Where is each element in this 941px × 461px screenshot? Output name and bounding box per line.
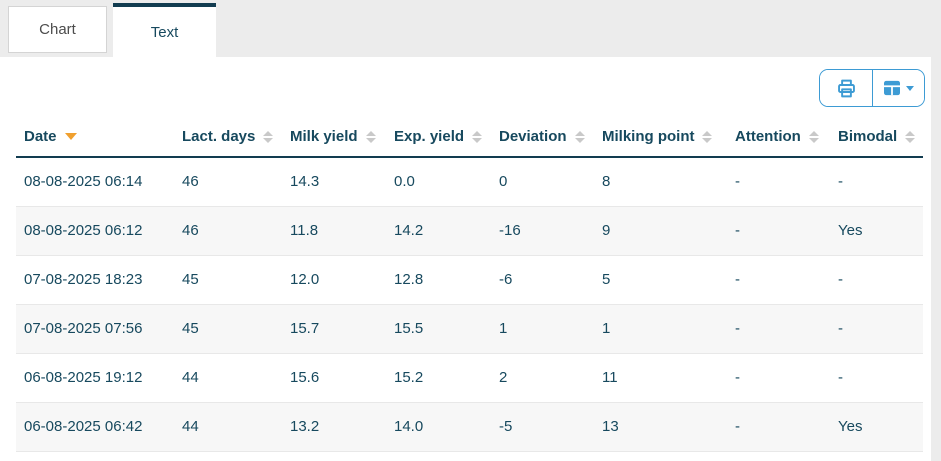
table-cell: 0.0 [386, 157, 491, 207]
table-cell: Yes [830, 206, 923, 256]
table-row: 08-08-2025 06:14 46 14.3 0.0 0 8- - [16, 157, 923, 207]
table-cell: - [830, 255, 923, 305]
table-cell: 46 [174, 206, 282, 256]
table-cell: 06-08-2025 19:12 [16, 353, 174, 403]
table-cell: 0 [491, 157, 594, 207]
table-cell: 2 [491, 353, 594, 403]
column-label: Date [24, 128, 57, 145]
table-cell: 14.2 [386, 206, 491, 256]
column-label: Milk yield [290, 128, 358, 145]
sort-icon [905, 130, 916, 143]
table-cell: 44 [174, 353, 282, 403]
table-cell: 1 [491, 304, 594, 354]
table-row: 07-08-2025 18:23 45 12.0 12.8 -6 5- - [16, 255, 923, 305]
tab-text[interactable]: Text [113, 3, 216, 57]
table-cell: - [727, 402, 830, 452]
column-header-bimodal[interactable]: Bimodal [830, 117, 923, 158]
table-cell: 15.6 [282, 353, 386, 403]
column-label: Lact. days [182, 128, 256, 145]
content-panel: Date Lact. days Milk yield Exp. yield Deviat… [0, 57, 931, 461]
table-cell: 44 [174, 402, 282, 452]
tab-bar: Chart Text [0, 0, 941, 57]
table-row: 07-08-2025 07:56 45 15.7 15.5 1 1- - [16, 304, 923, 354]
chevron-down-icon [906, 85, 914, 91]
table-cell: 1 [594, 304, 727, 354]
table-cell: 13.2 [282, 402, 386, 452]
table-cell: - [727, 157, 830, 207]
tab-chart[interactable]: Chart [8, 6, 107, 53]
column-label: Milking point [602, 128, 695, 145]
column-header-milking-point[interactable]: Milking point [594, 117, 727, 158]
toolbar [0, 57, 931, 117]
table-cell: 45 [174, 304, 282, 354]
table-cell: 8 [594, 157, 727, 207]
table-cell: 15.7 [282, 304, 386, 354]
table-cell: -16 [491, 206, 594, 256]
table-cell: 15.2 [386, 353, 491, 403]
table-cell: - [727, 206, 830, 256]
table-cell: - [830, 157, 923, 207]
table-cell: 5 [594, 255, 727, 305]
table-cell: 07-08-2025 18:23 [16, 255, 174, 305]
table-cell: 14.0 [386, 402, 491, 452]
print-button[interactable] [820, 70, 872, 106]
table-header: Date Lact. days Milk yield Exp. yield Deviat… [16, 117, 923, 158]
table-cell: - [830, 304, 923, 354]
column-header-lact-days[interactable]: Lact. days [174, 117, 282, 158]
table-cell: - [830, 353, 923, 403]
column-header-exp-yield[interactable]: Exp. yield [386, 117, 491, 158]
table-cell: 07-08-2025 07:56 [16, 304, 174, 354]
toolbar-button-group [819, 69, 925, 107]
column-label: Exp. yield [394, 128, 465, 145]
table-cell: 12.0 [282, 255, 386, 305]
column-label: Attention [735, 128, 801, 145]
table-cell: 15.5 [386, 304, 491, 354]
tab-chart-label: Chart [39, 21, 76, 38]
table-cell: 45 [174, 255, 282, 305]
table-cell: Yes [830, 402, 923, 452]
sort-icon [702, 130, 713, 143]
column-header-deviation[interactable]: Deviation [491, 117, 594, 158]
table-cell: 11 [594, 353, 727, 403]
table-cell: 08-08-2025 06:14 [16, 157, 174, 207]
sort-icon [808, 130, 819, 143]
table-cell: 46 [174, 157, 282, 207]
sort-icon [574, 130, 585, 143]
column-label: Bimodal [838, 128, 898, 145]
column-label: Deviation [499, 128, 567, 145]
table-body: 08-08-2025 06:14 46 14.3 0.0 0 8- -08-08-2025 … [16, 157, 923, 452]
table-cell: - [727, 304, 830, 354]
table-cell: 14.3 [282, 157, 386, 207]
table-cell: -5 [491, 402, 594, 452]
table-cell: 11.8 [282, 206, 386, 256]
table-row: 06-08-2025 06:42 44 13.2 14.0 -5 13- Yes [16, 402, 923, 452]
table-row: 06-08-2025 19:12 44 15.6 15.2 2 11- - [16, 353, 923, 403]
table-cell: -6 [491, 255, 594, 305]
sort-desc-icon [64, 133, 77, 140]
sort-icon [263, 130, 274, 143]
table-cell: - [727, 353, 830, 403]
table-row: 08-08-2025 06:12 46 11.8 14.2 -16 9- Yes [16, 206, 923, 256]
table-cell: 13 [594, 402, 727, 452]
data-table: Date Lact. days Milk yield Exp. yield Deviat… [16, 117, 923, 452]
column-header-date[interactable]: Date [16, 117, 174, 158]
printer-icon [837, 79, 855, 97]
sort-icon [472, 130, 483, 143]
tab-text-label: Text [150, 23, 179, 41]
column-header-attention[interactable]: Attention [727, 117, 830, 158]
columns-button[interactable] [872, 70, 924, 106]
table-cell: 12.8 [386, 255, 491, 305]
table-columns-icon [884, 80, 900, 96]
column-header-milk-yield[interactable]: Milk yield [282, 117, 386, 158]
table-cell: 9 [594, 206, 727, 256]
table-cell: 08-08-2025 06:12 [16, 206, 174, 256]
table-cell: - [727, 255, 830, 305]
table-cell: 06-08-2025 06:42 [16, 402, 174, 452]
sort-icon [365, 130, 376, 143]
